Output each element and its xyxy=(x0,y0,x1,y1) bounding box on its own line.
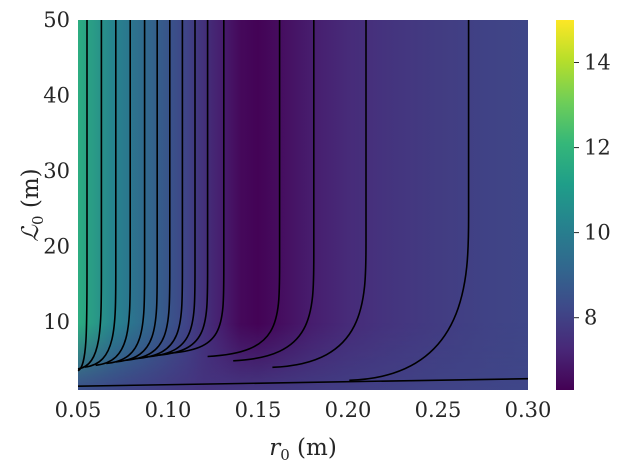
y-tick-label: 10 xyxy=(43,310,70,334)
x-tick-label: 0.25 xyxy=(415,398,462,422)
colorbar-ticks: 8 10 12 14 xyxy=(574,51,611,330)
contour-line xyxy=(272,20,367,369)
y-axis-label: ℒ0 (m) xyxy=(18,168,47,241)
x-tick-label: 0.30 xyxy=(505,398,552,422)
contour-line xyxy=(165,20,225,355)
colorbar-tick-label: 12 xyxy=(584,136,611,160)
x-tick-label: 0.05 xyxy=(55,398,102,422)
plot-area xyxy=(77,20,529,390)
contour-lines xyxy=(77,20,529,387)
colorbar-gradient xyxy=(556,20,574,390)
x-axis-label: r0 (m) xyxy=(269,435,337,464)
contour-line xyxy=(233,20,315,362)
x-axis-ticks: 0.05 0.10 0.15 0.20 0.25 0.30 xyxy=(55,398,552,422)
x-tick-label: 0.20 xyxy=(325,398,372,422)
contour-line xyxy=(95,20,131,367)
y-tick-label: 40 xyxy=(43,84,70,108)
y-tick-label: 30 xyxy=(43,159,70,183)
contour-line xyxy=(349,20,470,382)
y-axis-ticks: 10 20 30 40 50 xyxy=(43,8,70,334)
colorbar-tick-label: 14 xyxy=(584,51,611,75)
heatmap-field-low-l xyxy=(78,20,528,390)
x-tick-label: 0.15 xyxy=(235,398,282,422)
y-tick-label: 50 xyxy=(43,8,70,32)
contour-line xyxy=(207,20,281,358)
contour-line xyxy=(106,20,146,365)
x-tick-label: 0.10 xyxy=(145,398,192,422)
colorbar-tick-label: 10 xyxy=(584,221,611,245)
contour-line xyxy=(77,20,103,370)
colorbar-tick-label: 8 xyxy=(584,306,597,330)
colorbar: 8 10 12 14 xyxy=(556,20,611,390)
contour-line xyxy=(77,377,529,387)
contour-line xyxy=(84,20,117,368)
y-tick-label: 20 xyxy=(43,235,70,259)
